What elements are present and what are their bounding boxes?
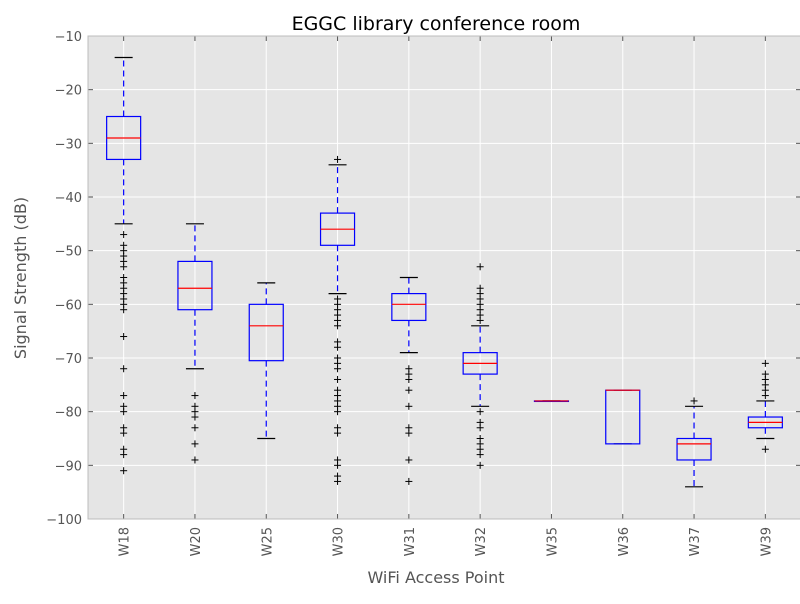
x-tick-label: W31 <box>403 527 418 556</box>
flier-point <box>191 392 199 400</box>
flier-point <box>191 413 199 421</box>
flier-point <box>476 461 484 469</box>
y-tick-label: −70 <box>55 352 82 367</box>
x-tick-label: W20 <box>189 527 204 556</box>
flier-point <box>476 408 484 416</box>
y-tick-label: −50 <box>55 245 82 260</box>
x-tick-label: W35 <box>545 527 560 556</box>
box-w37 <box>676 397 712 488</box>
flier-point <box>120 365 128 373</box>
flier-point <box>120 306 128 314</box>
flier-point <box>120 231 128 239</box>
flier-point <box>191 440 199 448</box>
x-axis-label: WiFi Access Point <box>367 568 504 587</box>
flier-point <box>761 445 769 453</box>
box-w36 <box>605 389 641 445</box>
flier-point <box>405 429 413 437</box>
flier-point <box>334 155 342 163</box>
flier-point <box>120 408 128 416</box>
flier-point <box>405 456 413 464</box>
axis-ticks: −10 −20 −30 −40 −50 −60 −70 −80 −90 −100 W18 W20 W25… <box>46 30 800 556</box>
x-tick-label: W30 <box>332 527 347 556</box>
flier-point <box>476 424 484 432</box>
flier-point <box>761 359 769 367</box>
flier-point <box>334 429 342 437</box>
box-iqr <box>391 293 427 322</box>
flier-point <box>120 451 128 459</box>
flier-point <box>120 429 128 437</box>
flier-point <box>334 375 342 383</box>
flier-point <box>120 333 128 341</box>
box-w35 <box>533 400 570 403</box>
flier-point <box>191 424 199 432</box>
flier-point <box>476 451 484 459</box>
plot-frame <box>87 35 800 520</box>
flier-point <box>761 392 769 400</box>
flier-point <box>334 322 342 330</box>
box-w25 <box>248 282 284 440</box>
chart-title: EGGC library conference room <box>292 13 581 35</box>
box-w30 <box>319 155 356 485</box>
box-w20 <box>177 223 213 464</box>
box-w39 <box>747 359 783 453</box>
flier-point <box>334 461 342 469</box>
x-tick-label: W18 <box>118 527 133 556</box>
y-tick-label: −60 <box>55 298 82 313</box>
x-tick-label: W32 <box>474 527 489 556</box>
flier-point <box>405 402 413 410</box>
flier-point <box>334 343 342 351</box>
flier-point <box>405 375 413 383</box>
flier-point <box>120 467 128 475</box>
y-axis-label: Signal Strength (dB) <box>11 197 30 359</box>
x-tick-label: W37 <box>688 527 703 556</box>
x-tick-label: W36 <box>617 527 632 556</box>
box-iqr <box>248 303 284 362</box>
y-tick-label: −10 <box>55 30 82 45</box>
flier-point <box>476 263 484 271</box>
flier-point <box>476 316 484 324</box>
flier-point <box>690 397 698 405</box>
flier-point <box>334 408 342 416</box>
flier-point <box>120 392 128 400</box>
flier-point <box>334 365 342 373</box>
y-tick-label: −90 <box>55 459 82 474</box>
box-w18 <box>106 56 142 475</box>
box-w32 <box>462 263 498 469</box>
flier-point <box>405 477 413 485</box>
x-tick-label: W25 <box>260 527 275 556</box>
flier-point <box>334 477 342 485</box>
y-tick-label: −100 <box>46 513 82 528</box>
box-iqr <box>676 437 712 461</box>
boxes <box>87 35 800 520</box>
box-w31 <box>391 276 427 485</box>
box-iqr <box>177 260 213 311</box>
y-tick-label: −80 <box>55 406 82 421</box>
flier-point <box>405 386 413 394</box>
y-tick-label: −20 <box>55 84 82 99</box>
flier-point <box>120 263 128 271</box>
x-tick-label: W39 <box>759 527 774 556</box>
flier-point <box>191 456 199 464</box>
y-tick-label: −30 <box>55 137 82 152</box>
y-tick-label: −40 <box>55 191 82 206</box>
